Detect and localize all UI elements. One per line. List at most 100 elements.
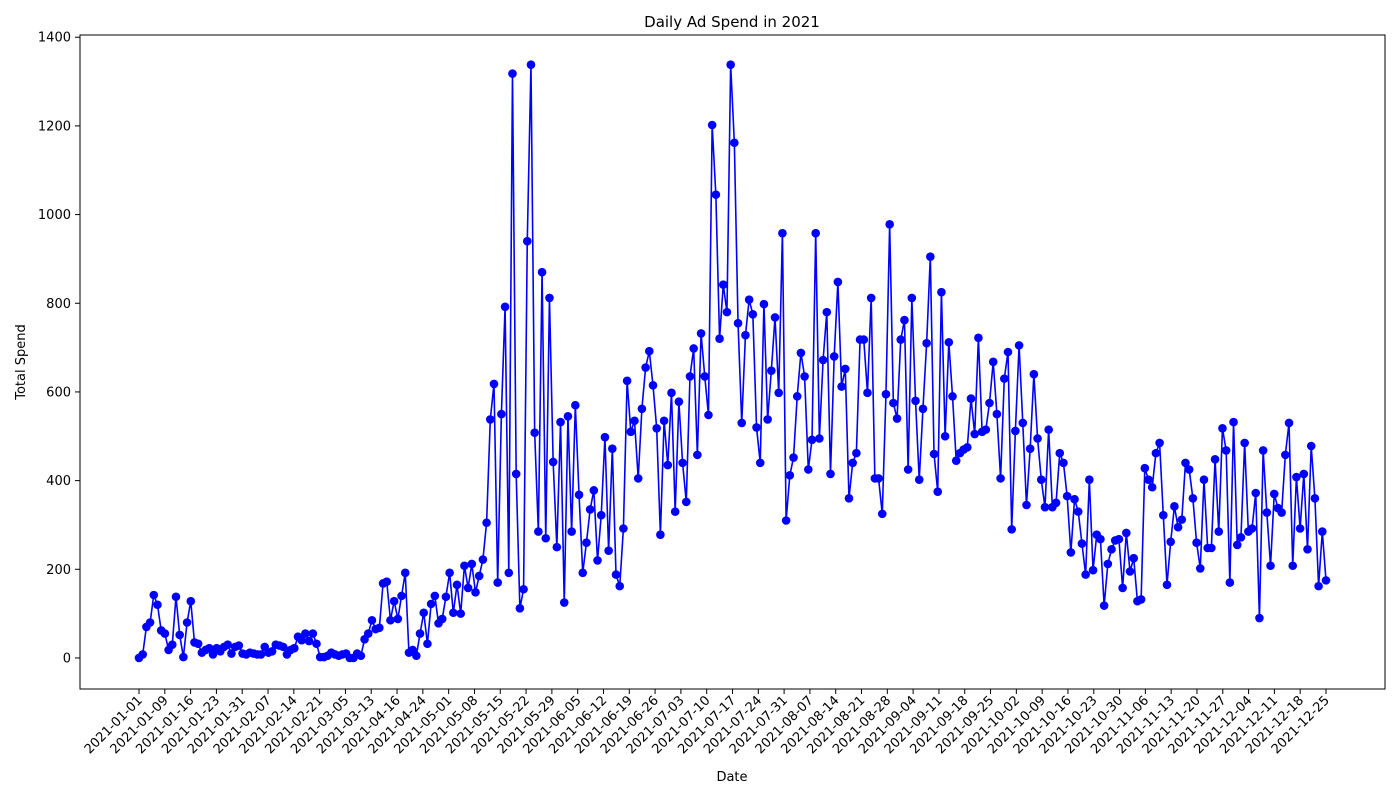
- data-point: [1170, 502, 1179, 511]
- data-point: [903, 465, 913, 474]
- data-point: [1036, 475, 1046, 485]
- data-point: [530, 428, 539, 438]
- data-point: [859, 335, 869, 344]
- data-point: [907, 293, 917, 303]
- data-point: [1262, 508, 1272, 517]
- y-tick-label: 1200: [38, 119, 71, 134]
- data-point: [526, 60, 536, 70]
- data-point: [1018, 418, 1028, 428]
- data-point: [1155, 438, 1164, 448]
- data-point: [674, 397, 684, 406]
- data-point: [1218, 423, 1227, 433]
- data-point: [208, 650, 218, 659]
- data-point: [467, 559, 477, 569]
- data-point: [367, 615, 377, 625]
- data-point: [541, 533, 551, 543]
- data-point: [548, 457, 558, 467]
- data-point: [700, 372, 710, 381]
- data-point: [807, 435, 817, 445]
- data-point: [478, 555, 488, 564]
- data-point: [552, 542, 562, 552]
- data-point: [900, 315, 909, 325]
- data-point: [755, 458, 765, 468]
- data-point: [685, 372, 695, 381]
- data-point: [763, 415, 772, 424]
- data-point: [914, 475, 924, 485]
- data-point: [815, 434, 824, 443]
- data-point: [615, 581, 625, 591]
- data-point: [234, 641, 244, 650]
- data-point: [389, 596, 399, 606]
- data-point: [922, 338, 931, 348]
- data-point: [1277, 508, 1286, 517]
- data-point: [652, 423, 661, 433]
- data-point: [1140, 463, 1150, 473]
- data-point: [1184, 465, 1194, 474]
- data-point: [423, 639, 432, 649]
- data-point: [153, 600, 162, 610]
- data-point: [593, 556, 602, 565]
- data-point: [1077, 539, 1087, 548]
- data-point: [489, 379, 499, 389]
- data-point: [918, 404, 928, 414]
- data-point: [1225, 578, 1235, 587]
- data-point: [789, 453, 798, 462]
- data-point: [619, 524, 628, 533]
- data-point: [837, 382, 846, 391]
- data-point: [689, 344, 698, 353]
- data-point: [985, 398, 994, 408]
- data-point: [940, 431, 950, 441]
- data-point: [848, 458, 857, 468]
- data-point: [563, 412, 573, 421]
- data-point: [1147, 482, 1157, 492]
- data-point: [1107, 545, 1116, 554]
- data-point: [1303, 545, 1312, 554]
- data-point: [622, 376, 632, 386]
- data-point: [744, 295, 754, 305]
- data-point: [844, 494, 854, 503]
- data-point: [426, 599, 436, 609]
- data-point: [167, 640, 177, 649]
- data-point: [667, 388, 676, 398]
- data-point: [663, 460, 673, 470]
- data-point: [737, 418, 747, 428]
- data-point: [852, 448, 861, 458]
- data-point: [696, 329, 706, 338]
- data-point: [937, 287, 946, 297]
- data-point: [1240, 438, 1249, 448]
- y-axis-label: Total Spend: [14, 324, 29, 401]
- data-point: [149, 590, 159, 600]
- data-point: [970, 429, 980, 439]
- data-point: [456, 609, 466, 618]
- data-point: [1247, 524, 1257, 533]
- data-point: [633, 474, 643, 483]
- data-point: [1096, 534, 1105, 544]
- data-point: [874, 474, 883, 483]
- data-point: [145, 618, 155, 627]
- data-point: [596, 510, 606, 520]
- data-point: [400, 568, 410, 578]
- data-point: [1195, 564, 1205, 573]
- data-point: [534, 527, 543, 536]
- data-point: [1033, 434, 1042, 443]
- data-point: [785, 470, 795, 480]
- data-point: [1007, 525, 1016, 534]
- y-tick-label: 1400: [38, 31, 71, 46]
- y-tick-label: 200: [46, 563, 71, 578]
- data-point: [441, 592, 451, 602]
- data-point: [774, 388, 784, 398]
- data-point: [471, 588, 480, 597]
- data-point: [474, 571, 484, 581]
- data-point: [160, 629, 170, 638]
- data-point: [1099, 601, 1109, 610]
- data-point: [182, 618, 192, 627]
- data-point: [1029, 369, 1039, 379]
- data-point: [567, 527, 576, 536]
- data-point: [278, 642, 288, 652]
- data-point: [1210, 455, 1220, 464]
- data-point: [485, 415, 495, 424]
- data-point: [1251, 488, 1261, 498]
- data-point: [1295, 524, 1305, 533]
- data-point: [948, 392, 957, 401]
- data-point: [363, 629, 373, 638]
